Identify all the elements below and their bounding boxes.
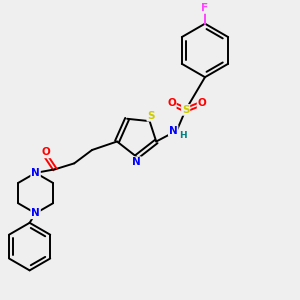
- Text: O: O: [167, 98, 176, 108]
- Text: N: N: [31, 208, 40, 218]
- Text: F: F: [201, 3, 208, 13]
- Text: S: S: [147, 111, 155, 121]
- Text: O: O: [42, 147, 50, 158]
- Text: N: N: [31, 168, 40, 178]
- Text: N: N: [169, 126, 178, 136]
- Text: O: O: [198, 98, 206, 108]
- Text: N: N: [132, 157, 141, 167]
- Text: H: H: [179, 130, 187, 140]
- Text: S: S: [182, 105, 189, 115]
